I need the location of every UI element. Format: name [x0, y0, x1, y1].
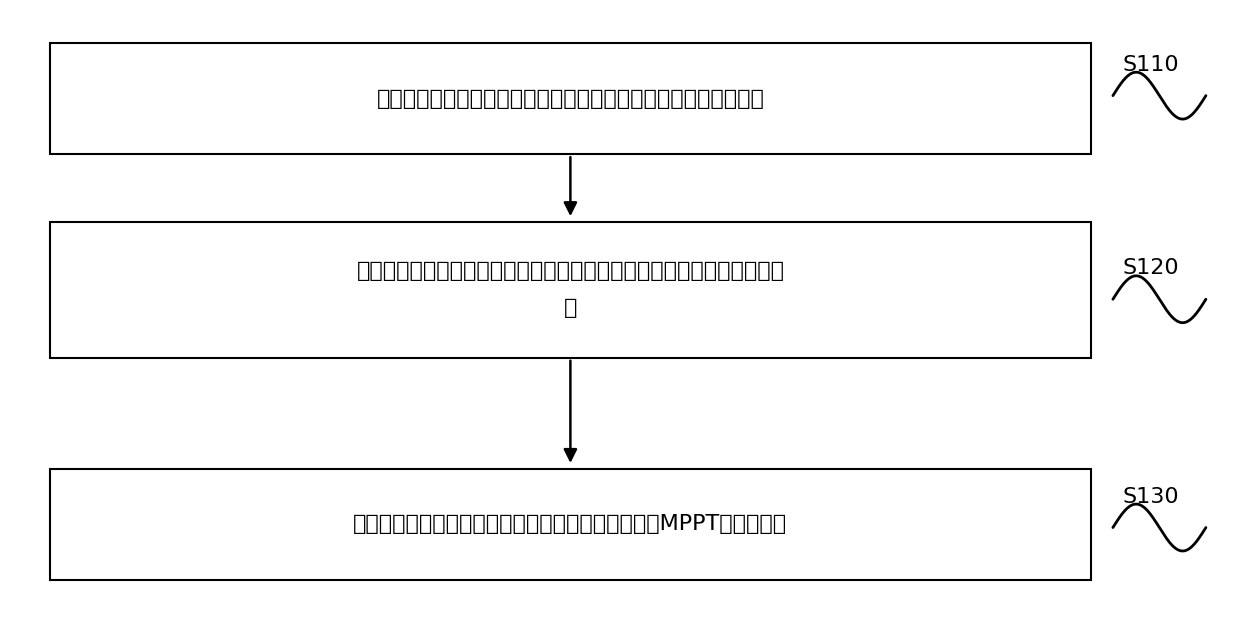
Bar: [50, 222, 1091, 358]
Text: S130: S130: [1122, 487, 1179, 507]
Bar: [50, 43, 1091, 154]
Bar: [50, 469, 1091, 580]
Text: S110: S110: [1122, 55, 1179, 75]
Text: 获取光伏电站的配置参数和所述光伏电站的项目所在地的气象数据: 获取光伏电站的配置参数和所述光伏电站的项目所在地的气象数据: [377, 89, 764, 109]
Text: 压: 压: [564, 299, 577, 318]
Text: 根据所述各支路的电压，确定接入所述逆变器同一路MPPT的光伏组串: 根据所述各支路的电压，确定接入所述逆变器同一路MPPT的光伏组串: [353, 515, 787, 534]
Text: S120: S120: [1122, 259, 1179, 278]
Text: 基于所述配置参数和气象数据，计算由光伏组串至逆变器端的各支路的电: 基于所述配置参数和气象数据，计算由光伏组串至逆变器端的各支路的电: [356, 262, 785, 281]
